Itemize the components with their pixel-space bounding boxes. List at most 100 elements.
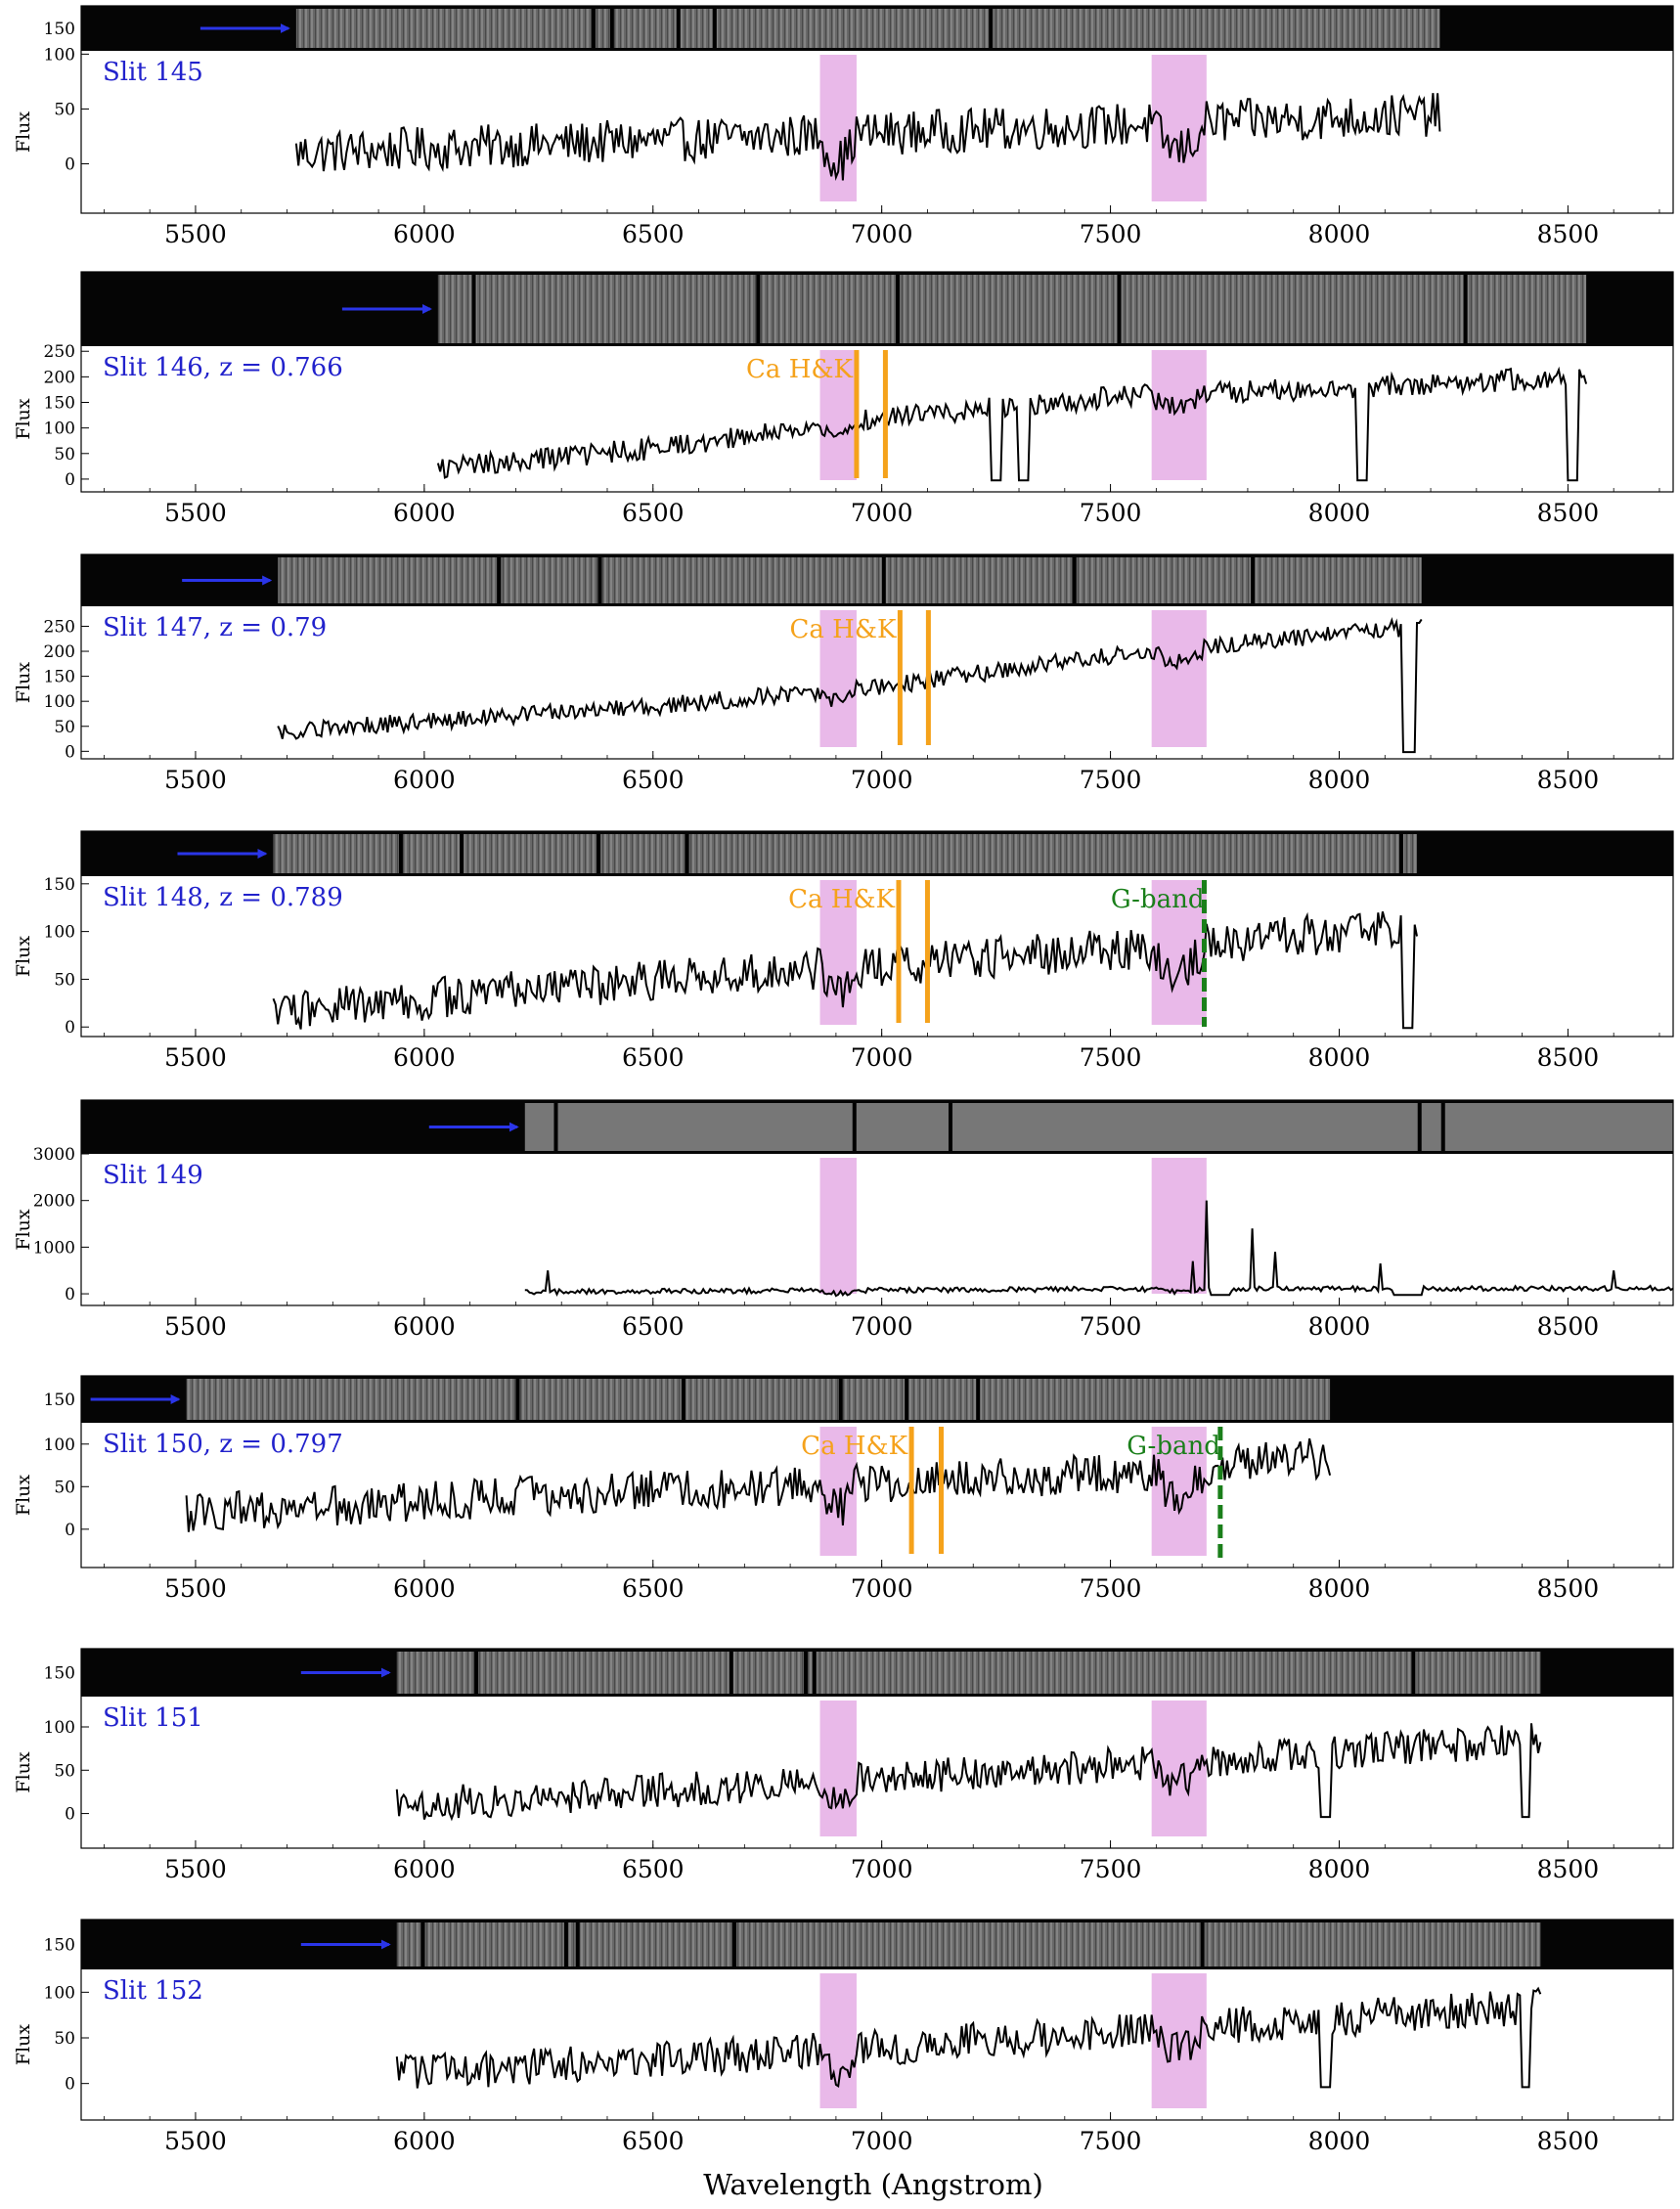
spectrum-line-slit-151 (395, 1723, 1542, 1822)
x-tick-label: 5500 (164, 220, 227, 248)
x-tick-label: 6000 (393, 1043, 456, 1072)
x-tick-label: 7000 (851, 499, 913, 527)
x-tick-label: 6000 (393, 2127, 456, 2155)
panel-slit-149: Slit 149 0 1000 2000 3000 Flux 5500 6000 6500 700… (13, 1099, 1674, 1341)
x-axis-label: Wavelength (Angstrom) (703, 2168, 1043, 2201)
spectrum-image-trace (295, 9, 1440, 48)
x-tick-label: 6500 (622, 1574, 685, 1603)
spectrum-image-trace (273, 834, 1418, 873)
panel-slit-147: Ca H&K Slit 147, z = 0.79 0 50 100 150 200 250 F… (13, 553, 1674, 794)
panel-slit-145: Slit 145 0 50 100 150 Flux 5500 6000 6500 7000 750… (13, 5, 1674, 248)
plot-area (81, 876, 1673, 1037)
spectrum-line-slit-148 (272, 911, 1418, 1030)
slit-label: Slit 151 (103, 1703, 203, 1733)
x-tick-label: 8500 (1537, 1574, 1600, 1603)
y-tick-label: 50 (54, 1478, 75, 1497)
x-tick-label: 7500 (1080, 1574, 1142, 1603)
telluric-band (819, 350, 857, 480)
spectrum-image-trace (278, 557, 1422, 603)
y-tick-label: 0 (65, 470, 75, 490)
strip-gap (1200, 1922, 1205, 1966)
panel-frame (80, 1099, 1674, 1306)
y-axis-label: Flux (13, 1475, 34, 1516)
x-tick-label: 8500 (1537, 766, 1600, 794)
strip-gap (976, 1379, 981, 1420)
y-tick-label: 100 (44, 923, 75, 943)
x-tick-label: 7000 (851, 2127, 913, 2155)
strip-gap (1417, 1103, 1422, 1151)
panel-frame (80, 1375, 1674, 1568)
spectrum-line-slit-147 (277, 617, 1423, 754)
ca-hk-label: Ca H&K (801, 1432, 907, 1461)
spectrum-line-slit-145 (294, 93, 1441, 181)
y-axis-label: Flux (13, 2024, 34, 2065)
image-y-tick-label: 150 (44, 1391, 75, 1410)
slit-label: Slit 145 (103, 58, 203, 87)
x-tick-label: 7000 (851, 1043, 913, 1072)
spectrum-image-trace (186, 1379, 1331, 1420)
x-tick-label: 8000 (1308, 1043, 1371, 1072)
slit-label: Slit 148, z = 0.789 (103, 883, 343, 912)
x-tick-label: 6500 (622, 220, 685, 248)
telluric-band (1151, 55, 1207, 201)
x-tick-label: 6000 (393, 499, 456, 527)
panel-slit-150: Ca H&K G-band Slit 150, z = 0.797 0 50 100 150… (13, 1375, 1674, 1603)
strip-gap (905, 1379, 909, 1420)
telluric-band (819, 1701, 857, 1836)
telluric-band (1151, 1973, 1207, 2108)
x-tick-label: 7000 (851, 1312, 913, 1341)
y-tick-label: 2000 (33, 1192, 75, 1212)
strip-gap (591, 9, 596, 48)
ca-hk-label: Ca H&K (788, 885, 895, 914)
g-band-label: G-band (1111, 885, 1205, 914)
strip-gap (838, 1379, 843, 1420)
x-tick-label: 6500 (622, 1043, 685, 1072)
x-tick-label: 7500 (1080, 766, 1142, 794)
y-tick-label: 100 (44, 420, 75, 439)
y-tick-label: 0 (65, 1285, 75, 1304)
telluric-band (1151, 350, 1207, 480)
strip-gap (1440, 1103, 1445, 1151)
telluric-band (819, 1973, 857, 2108)
spectrum-line-slit-152 (395, 1986, 1542, 2089)
strip-gap (597, 557, 602, 603)
x-tick-label: 7000 (851, 1855, 913, 1883)
spectrum-line-slit-149 (524, 1200, 1674, 1298)
x-tick-label: 6000 (393, 220, 456, 248)
panel-slit-152: Slit 152 0 50 100 150 Flux 5500 6000 6500 7000 750… (13, 1919, 1674, 2155)
x-tick-label: 8500 (1537, 1043, 1600, 1072)
strip-gap (497, 557, 502, 603)
y-axis-label: Flux (13, 1209, 34, 1250)
panel-frame (80, 5, 1674, 214)
telluric-band (1151, 610, 1207, 747)
y-tick-label: 100 (44, 1718, 75, 1738)
strip-gap (398, 834, 403, 873)
y-tick-label: 0 (65, 742, 75, 762)
x-tick-label: 8000 (1308, 2127, 1371, 2155)
spectrum-image-trace (396, 1652, 1541, 1694)
strip-gap (681, 1379, 685, 1420)
telluric-band (1151, 1158, 1207, 1294)
x-tick-label: 8500 (1537, 220, 1600, 248)
x-tick-label: 5500 (164, 1574, 227, 1603)
spectrum-image-trace (437, 275, 1587, 343)
y-axis-label: Flux (13, 398, 34, 439)
x-tick-label: 5500 (164, 2127, 227, 2155)
x-tick-label: 7500 (1080, 1312, 1142, 1341)
slit-label: Slit 152 (103, 1976, 203, 2006)
telluric-band (819, 55, 857, 201)
image-y-tick-label: 150 (44, 20, 75, 39)
strip-gap (881, 557, 886, 603)
x-tick-label: 5500 (164, 499, 227, 527)
strip-gap (553, 1103, 558, 1151)
x-tick-label: 8500 (1537, 499, 1600, 527)
x-tick-label: 8500 (1537, 1855, 1600, 1883)
strip-gap (609, 9, 614, 48)
strip-gap (949, 1103, 953, 1151)
strip-gap (563, 1922, 568, 1966)
x-tick-label: 8000 (1308, 220, 1371, 248)
spectrum-line-slit-146 (436, 366, 1588, 482)
x-tick-label: 8000 (1308, 1855, 1371, 1883)
telluric-band (819, 1427, 857, 1556)
telluric-band (1151, 1427, 1207, 1556)
